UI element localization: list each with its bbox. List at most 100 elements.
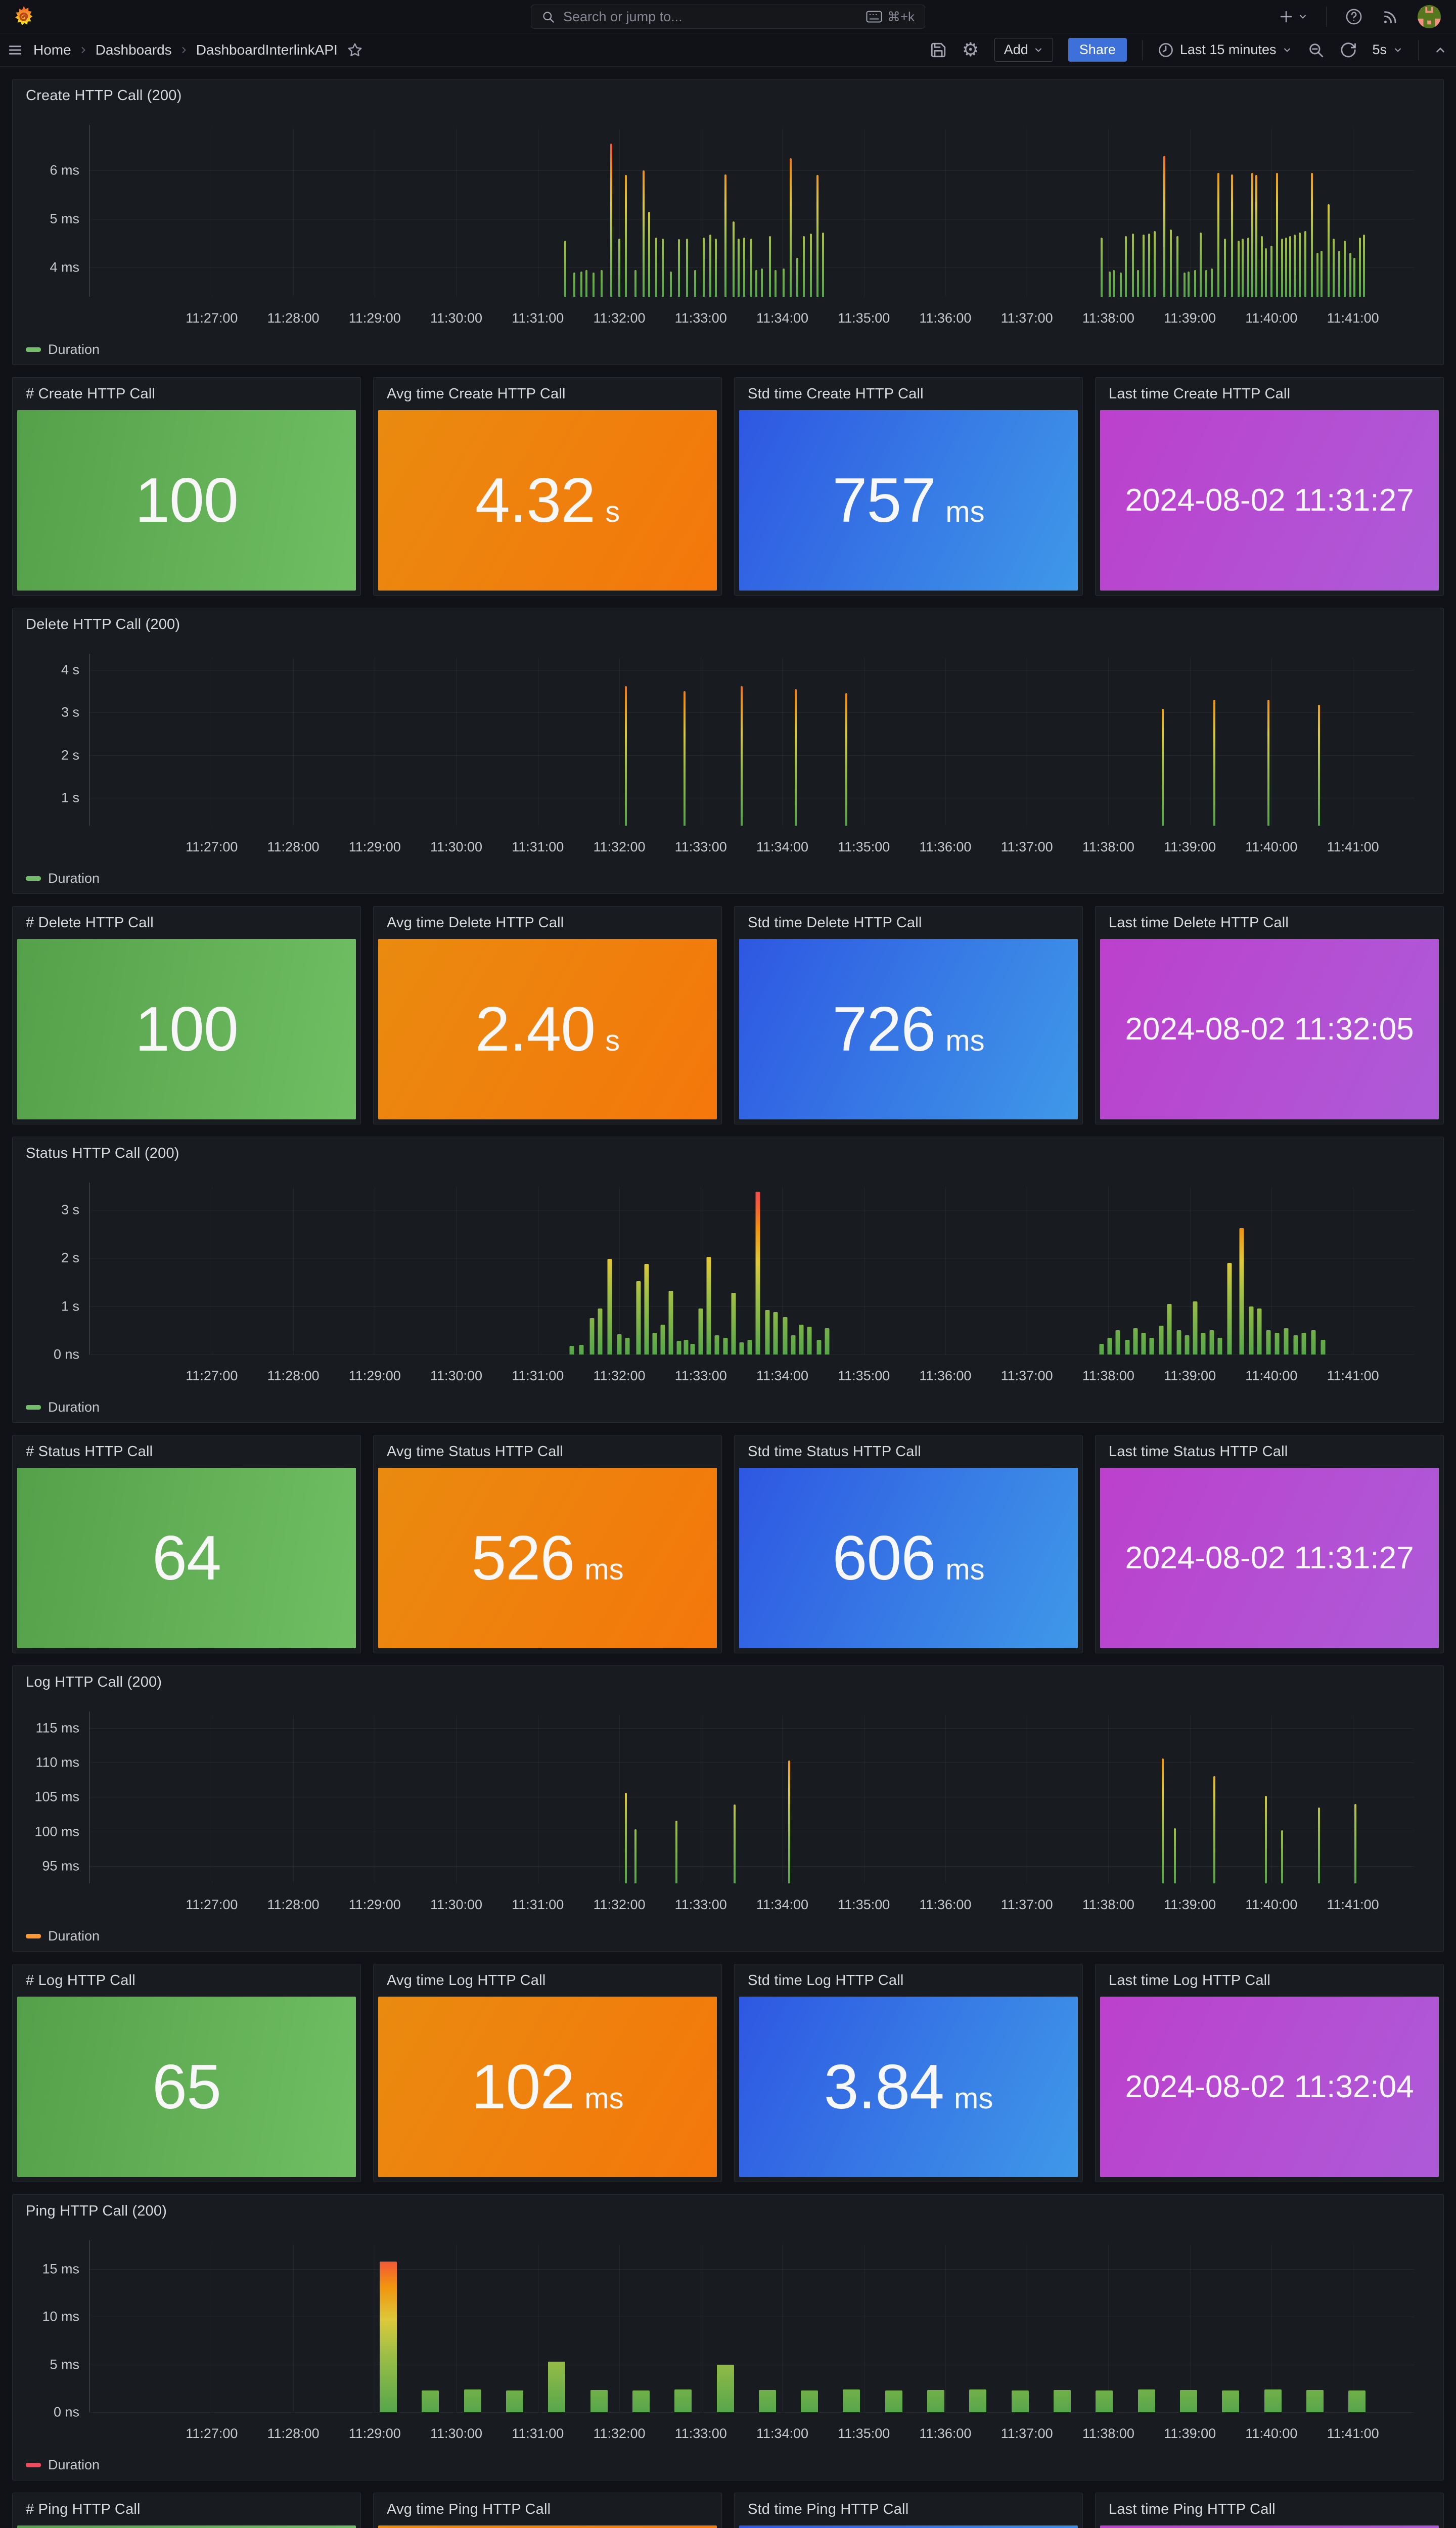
panel-title[interactable]: Std time Delete HTTP Call xyxy=(748,915,922,931)
gridline-vertical xyxy=(1108,2244,1109,2412)
time-range-picker[interactable]: Last 15 minutes xyxy=(1158,42,1293,58)
legend-color-dash[interactable] xyxy=(26,1405,41,1410)
panel-title[interactable]: Avg time Ping HTTP Call xyxy=(387,2501,551,2517)
panel-title[interactable]: Std time Create HTTP Call xyxy=(748,386,924,402)
plot-area[interactable]: 11:27:00 11:28:00 11:29:00 11:30:00 11:31:00… xyxy=(54,1183,1414,1383)
clock-icon xyxy=(1158,42,1174,58)
x-axis-label: 11:27:00 xyxy=(186,839,238,854)
breadcrumb-current-dashboard[interactable]: DashboardInterlinkAPI xyxy=(196,41,338,58)
panel-title[interactable]: Last time Log HTTP Call xyxy=(1109,1972,1270,1989)
panel-title[interactable]: Last time Ping HTTP Call xyxy=(1109,2501,1276,2517)
panel-title[interactable]: Status HTTP Call (200) xyxy=(26,1145,179,1161)
y-axis-label: 0 ns xyxy=(53,1346,79,1362)
bar xyxy=(1149,1337,1154,1355)
legend-label[interactable]: Duration xyxy=(48,2457,100,2472)
bar xyxy=(1299,232,1301,297)
bar xyxy=(1304,231,1307,297)
breadcrumb-home[interactable]: Home xyxy=(33,41,71,58)
panel-title[interactable]: Std time Status HTTP Call xyxy=(748,1443,921,1460)
panel-title[interactable]: Avg time Create HTTP Call xyxy=(387,386,566,402)
news-icon xyxy=(1381,8,1399,26)
bar xyxy=(761,268,763,297)
gridline-vertical xyxy=(1108,658,1109,826)
legend-label[interactable]: Duration xyxy=(48,1400,100,1415)
bar xyxy=(825,1328,830,1355)
x-axis-label: 11:33:00 xyxy=(674,1897,727,1912)
panel-title[interactable]: Delete HTTP Call (200) xyxy=(26,616,180,633)
dashboard-settings-button[interactable]: ⚙ xyxy=(962,40,979,60)
plot-area[interactable]: 11:27:00 11:28:00 11:29:00 11:30:00 11:31:00… xyxy=(61,654,1414,854)
panel-title[interactable]: # Create HTTP Call xyxy=(26,386,156,402)
panel-title[interactable]: Last time Delete HTTP Call xyxy=(1109,915,1289,931)
user-avatar[interactable] xyxy=(1418,5,1441,28)
panel-title[interactable]: Ping HTTP Call (200) xyxy=(26,2203,167,2219)
panel-title[interactable]: Create HTTP Call (200) xyxy=(26,87,182,104)
bar xyxy=(758,2389,776,2412)
panel-title[interactable]: # Log HTTP Call xyxy=(26,1972,135,1989)
stat-value-area: 726 ms xyxy=(739,939,1078,1119)
y-axis-label: 10 ms xyxy=(42,2309,79,2324)
keyboard-icon xyxy=(866,11,882,23)
save-icon xyxy=(930,41,947,59)
panel-title[interactable]: Avg time Status HTTP Call xyxy=(387,1443,563,1460)
menu-button[interactable] xyxy=(7,42,23,58)
plot-area[interactable]: 11:27:00 11:28:00 11:29:00 11:30:00 11:31:00… xyxy=(42,2240,1414,2441)
stat-number: 3.84 xyxy=(824,2052,944,2122)
x-axis-label: 11:38:00 xyxy=(1082,1897,1134,1912)
bar xyxy=(1213,1776,1215,1883)
zoom-out-button[interactable] xyxy=(1307,41,1325,59)
share-button[interactable]: Share xyxy=(1068,38,1127,62)
bar xyxy=(1176,1330,1181,1355)
panel-title[interactable]: # Status HTTP Call xyxy=(26,1443,153,1460)
breadcrumb-dashboards[interactable]: Dashboards xyxy=(95,41,172,58)
bar xyxy=(1161,709,1164,826)
kiosk-mode-button[interactable] xyxy=(1434,43,1447,57)
bar xyxy=(668,1291,673,1355)
gridline-vertical xyxy=(945,658,946,826)
refresh-interval-picker[interactable]: 5s xyxy=(1372,42,1403,58)
legend-label[interactable]: Duration xyxy=(48,871,100,886)
panel-title[interactable]: Last time Create HTTP Call xyxy=(1109,386,1291,402)
search-input[interactable]: Search or jump to... ⌘+k xyxy=(531,5,925,29)
add-panel-button[interactable]: Add xyxy=(994,38,1053,62)
gridline-vertical xyxy=(782,129,783,297)
panel-title[interactable]: Last time Status HTTP Call xyxy=(1109,1443,1288,1460)
legend-color-dash[interactable] xyxy=(26,347,41,352)
save-dashboard-button[interactable] xyxy=(930,41,947,59)
panel-title[interactable]: Avg time Delete HTTP Call xyxy=(387,915,564,931)
dashboard-grid: Create HTTP Call (200) 11:27:00 11:28:00 11… xyxy=(0,67,1456,2528)
legend-color-dash[interactable] xyxy=(26,2463,41,2467)
panel-create-http-call-200: Create HTTP Call (200) 11:27:00 11:28:00 11… xyxy=(12,79,1444,365)
bar xyxy=(1311,1330,1316,1355)
avatar-image xyxy=(1418,5,1441,28)
stat-unit: s xyxy=(605,495,620,528)
gridline-vertical xyxy=(1190,129,1191,297)
legend-color-dash[interactable] xyxy=(26,876,41,881)
gridline-vertical xyxy=(293,1716,294,1883)
plot-area[interactable]: 11:27:00 11:28:00 11:29:00 11:30:00 11:31:00… xyxy=(34,1711,1414,1912)
panel-avg-time-delete-http-call: Avg time Delete HTTP Call 2.40 s xyxy=(373,906,722,1124)
panel-title[interactable]: # Delete HTTP Call xyxy=(26,915,154,931)
stat-value: 2024-08-02 11:32:04 xyxy=(1125,2071,1414,2103)
grafana-logo[interactable] xyxy=(13,5,34,28)
new-dashboard-button[interactable] xyxy=(1279,9,1308,24)
help-button[interactable] xyxy=(1345,8,1363,26)
bar xyxy=(1255,175,1258,297)
news-button[interactable] xyxy=(1381,8,1399,26)
gridline-vertical xyxy=(1108,1187,1109,1355)
legend-label[interactable]: Duration xyxy=(48,1928,100,1944)
plot-area[interactable]: 11:27:00 11:28:00 11:29:00 11:30:00 11:31:00… xyxy=(50,125,1414,326)
hamburger-icon xyxy=(7,42,23,58)
panel-title[interactable]: Std time Ping HTTP Call xyxy=(748,2501,909,2517)
panel-title[interactable]: Log HTTP Call (200) xyxy=(26,1674,162,1690)
legend-color-dash[interactable] xyxy=(26,1934,41,1938)
bar xyxy=(644,1263,649,1355)
bar xyxy=(714,1335,719,1355)
bar xyxy=(1293,1335,1298,1355)
panel-title[interactable]: Avg time Log HTTP Call xyxy=(387,1972,546,1989)
favorite-button[interactable] xyxy=(347,42,363,58)
panel-title[interactable]: # Ping HTTP Call xyxy=(26,2501,141,2517)
legend-label[interactable]: Duration xyxy=(48,342,100,357)
panel-title[interactable]: Std time Log HTTP Call xyxy=(748,1972,904,1989)
refresh-button[interactable] xyxy=(1340,41,1357,59)
